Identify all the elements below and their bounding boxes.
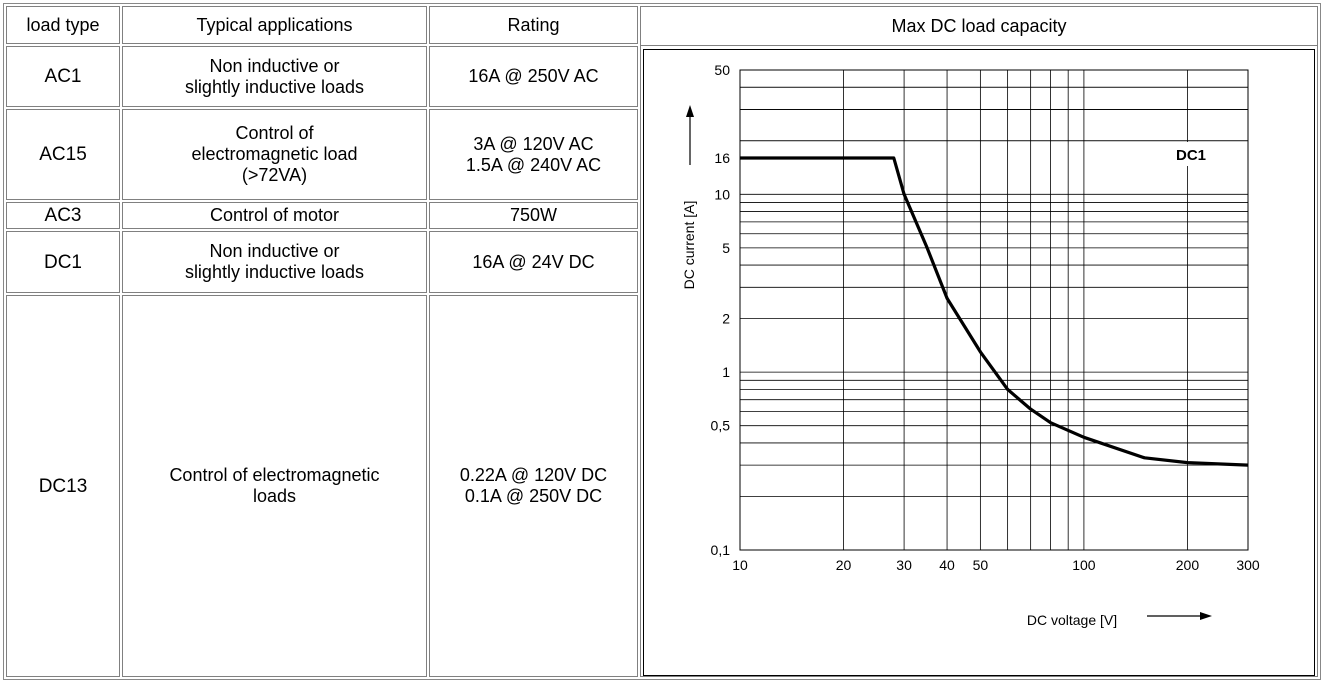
x-tick-label: 300 — [1236, 557, 1260, 573]
row-rating: 16A @ 24V DC — [429, 231, 638, 293]
y-tick-label: 10 — [714, 186, 730, 202]
row-application: Non inductive or slightly inductive load… — [122, 231, 427, 293]
row-rating: 16A @ 250V AC — [429, 46, 638, 107]
row-rating: 3A @ 120V AC 1.5A @ 240V AC — [429, 109, 638, 200]
y-tick-label: 1 — [722, 364, 730, 380]
x-tick-label: 20 — [836, 557, 852, 573]
x-axis-arrow-head — [1200, 612, 1212, 620]
row-load-type: AC1 — [6, 46, 120, 107]
table-row: DC1 Non inductive or slightly inductive … — [6, 231, 1318, 293]
row-load-type: AC15 — [6, 109, 120, 200]
x-tick-label: 200 — [1176, 557, 1200, 573]
series-annotation: DC1 — [1176, 147, 1206, 164]
annotation-background — [1158, 142, 1224, 166]
y-axis-label: DC current [A] — [681, 201, 697, 290]
x-axis-label: DC voltage [V] — [1027, 612, 1117, 628]
y-tick-label: 16 — [714, 150, 730, 166]
header-typical-applications: Typical applications — [122, 6, 427, 44]
x-tick-label: 50 — [973, 557, 989, 573]
y-tick-label: 50 — [714, 62, 730, 78]
x-tick-label: 40 — [939, 557, 955, 573]
table-row: AC3 Control of motor 750W — [6, 202, 1318, 229]
y-tick-label: 5 — [722, 240, 730, 256]
load-capacity-table: load type Typical applications Rating Ma… — [3, 3, 1321, 680]
table-row: DC13 Control of electromagnetic loads 0.… — [6, 295, 1318, 677]
plot-area — [739, 69, 1249, 551]
chart-cell: Max DC load capacity 10 20 30 40 50 100 200 300… — [640, 6, 1318, 677]
x-tick-label: 10 — [732, 557, 748, 573]
x-tick-label: 30 — [896, 557, 912, 573]
spec-table: load type Typical applications Rating Ma… — [4, 4, 1320, 679]
y-tick-label: 0,5 — [711, 418, 731, 434]
row-rating: 750W — [429, 202, 638, 229]
x-tick-label: 100 — [1072, 557, 1096, 573]
y-tick-label: 0,1 — [711, 542, 731, 558]
series-line — [740, 156, 1249, 467]
dc-load-chart: 10 20 30 40 50 100 200 300 0,1 0,5 1 2 5 10 16 50 DC1 DC … — [681, 62, 1260, 628]
y-axis-arrow-head — [686, 105, 694, 117]
row-load-type: DC13 — [6, 295, 120, 677]
row-application: Control of electromagnetic loads — [122, 295, 427, 677]
table-row: AC1 Non inductive or slightly inductive … — [6, 46, 1318, 107]
row-rating: 0.22A @ 120V DC 0.1A @ 250V DC — [429, 295, 638, 677]
row-load-type: DC1 — [6, 231, 120, 293]
y-tick-label: 2 — [722, 311, 730, 327]
chart-title: Max DC load capacity — [641, 7, 1317, 46]
table-row: AC15 Control of electromagnetic load (>7… — [6, 109, 1318, 200]
row-application: Non inductive or slightly inductive load… — [122, 46, 427, 107]
header-rating: Rating — [429, 6, 638, 44]
row-load-type: AC3 — [6, 202, 120, 229]
header-load-type: load type — [6, 6, 120, 44]
row-application: Control of electromagnetic load (>72VA) — [122, 109, 427, 200]
chart-frame: 10 20 30 40 50 100 200 300 0,1 0,5 1 2 5 10 16 50 DC1 DC … — [643, 49, 1315, 676]
row-application: Control of motor — [122, 202, 427, 229]
